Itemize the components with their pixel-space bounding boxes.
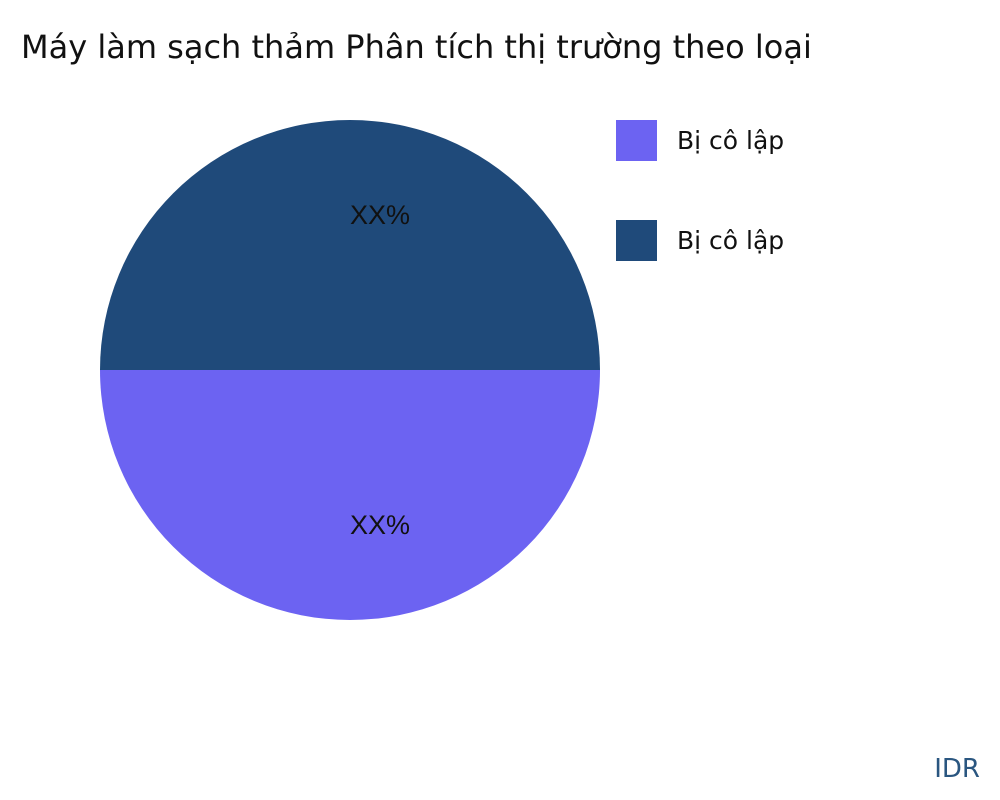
legend-swatch — [616, 120, 657, 161]
legend-item-1: Bị cô lập — [616, 220, 784, 261]
slice-label-0: XX% — [350, 200, 410, 230]
slice-label-1: XX% — [350, 510, 410, 540]
legend-label: Bị cô lập — [677, 126, 785, 155]
brand-logo: IDR — [934, 754, 980, 784]
legend-label: Bị cô lập — [677, 226, 785, 255]
legend-item-0: Bị cô lập — [616, 120, 784, 161]
legend-swatch — [616, 220, 657, 261]
pie-slice-1 — [100, 120, 600, 370]
pie-slice-0 — [100, 370, 600, 620]
chart-title: Máy làm sạch thảm Phân tích thị trường t… — [21, 28, 812, 66]
